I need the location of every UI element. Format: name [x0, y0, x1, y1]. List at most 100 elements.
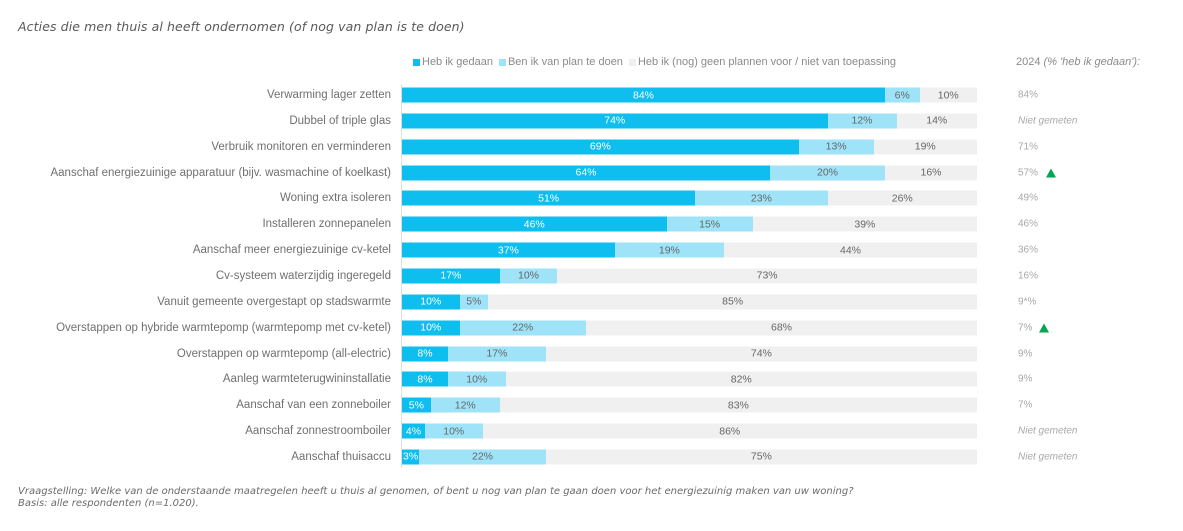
category-label: Overstappen op hybride warmtepomp (warmt…: [56, 321, 391, 334]
data-label: 17%: [440, 269, 462, 282]
category-label: Aanschaf energiezuinige apparatuur (bijv…: [50, 166, 391, 179]
legend-label-plan: Ben ik van plan te doen: [507, 56, 623, 68]
data-label: 46%: [523, 218, 545, 231]
bar-segment-none: 44%: [724, 242, 977, 258]
data-label: 6%: [894, 89, 910, 101]
comparison-value: 84%: [1018, 89, 1039, 101]
bar-segment-plan: 5%: [459, 294, 489, 310]
data-label: 10%: [420, 321, 442, 334]
bar-segment-done: 3%: [402, 449, 420, 465]
category-label: Dubbel of triple glas: [289, 114, 391, 127]
category-label: Aanschaf van een zonneboiler: [236, 399, 391, 412]
comparison-value: 7%: [1018, 399, 1033, 411]
bar-segment-none: 73%: [557, 268, 977, 284]
bar-segment-plan: 12%: [430, 397, 500, 413]
category-label: Verwarming lager zetten: [266, 89, 391, 101]
comparison-header: 2024 (% 'heb ik gedaan'):: [1016, 56, 1140, 68]
data-label: 20%: [816, 166, 838, 179]
data-label: 10%: [420, 295, 442, 308]
legend-swatch-none: [628, 58, 636, 66]
bar-segment-none: 19%: [873, 139, 977, 155]
data-label: 3%: [403, 450, 419, 463]
data-label: 51%: [538, 192, 560, 205]
bar-segment-done: 8%: [402, 346, 448, 361]
comparison-header-year: 2024: [1016, 56, 1041, 68]
bar-segment-plan: 17%: [448, 346, 546, 361]
legend-item-done: Heb ik gedaan: [413, 56, 493, 68]
data-label: 82%: [730, 373, 752, 386]
data-label: 8%: [417, 347, 433, 360]
bar-segment-plan: 19%: [614, 242, 724, 258]
comparison-value: 49%: [1018, 192, 1039, 204]
comparison-value: 9*%: [1018, 296, 1037, 308]
bar-segment-plan: 10%: [448, 371, 506, 387]
comparison-value: Niet gemeten: [1018, 451, 1078, 463]
data-label: 84%: [632, 89, 654, 101]
category-label: Aanschaf meer energiezuinige cv-ketel: [192, 244, 391, 257]
category-label: Aanschaf thuisaccu: [291, 450, 391, 463]
data-label: 17%: [486, 347, 508, 360]
data-label: 19%: [914, 140, 936, 153]
comparison-value: 9%: [1018, 348, 1033, 359]
bar-segment-plan: 15%: [666, 216, 753, 232]
bar-segment-done: 8%: [402, 371, 448, 387]
data-label: 12%: [454, 399, 476, 412]
legend-label-done: Heb ik gedaan: [422, 56, 493, 68]
bar-segment-done: 51%: [402, 190, 696, 206]
bar-segment-plan: 23%: [695, 190, 828, 206]
footnote-question: Vraagstelling: Welke van de onderstaande…: [18, 486, 854, 497]
data-label: 64%: [575, 166, 597, 179]
bar-segment-none: 74%: [545, 346, 977, 361]
data-label: 10%: [466, 373, 488, 386]
category-label: Aanleg warmteterugwininstallatie: [222, 373, 391, 386]
data-label: 12%: [851, 114, 873, 127]
data-label: 22%: [512, 321, 534, 334]
comparison-value: Niet gemeten: [1018, 115, 1078, 127]
legend-item-none: Heb ik (nog) geen plannen voor / niet va…: [628, 56, 896, 68]
bar-segment-done: 46%: [402, 216, 667, 232]
data-label: 15%: [699, 218, 721, 231]
data-label: 10%: [443, 425, 465, 438]
comparison-value: Niet gemeten: [1018, 425, 1078, 437]
comparison-header-note: (% 'heb ik gedaan'):: [1043, 56, 1141, 68]
bar-segment-none: 86%: [482, 423, 977, 439]
data-label: 19%: [658, 244, 680, 257]
data-label: 5%: [466, 295, 482, 308]
data-label: 74%: [750, 347, 772, 360]
category-label: Installeren zonnepanelen: [262, 218, 391, 231]
bar-segment-done: 17%: [402, 268, 500, 284]
up-triangle-icon: [1046, 168, 1056, 178]
bar-segment-done: 69%: [402, 139, 799, 155]
category-label: Overstappen op warmtepomp (all-electric): [176, 347, 391, 360]
legend-item-plan: Ben ik van plan te doen: [498, 56, 623, 68]
data-label: 83%: [727, 399, 749, 412]
legend-label-none: Heb ik (nog) geen plannen voor / niet va…: [637, 56, 896, 68]
bar-segment-none: 85%: [488, 294, 977, 310]
data-label: 26%: [891, 192, 913, 205]
bar-segment-done: 10%: [402, 320, 460, 336]
data-label: 8%: [417, 373, 433, 386]
comparison-value: 9%: [1018, 373, 1033, 385]
data-label: 5%: [408, 399, 424, 412]
chart-title: Acties die men thuis al heeft ondernomen…: [18, 19, 465, 34]
data-label: 37%: [497, 244, 519, 257]
bar-segment-plan: 10%: [499, 268, 558, 284]
data-label: 85%: [722, 295, 744, 308]
bar-segment-plan: 10%: [425, 423, 483, 439]
category-label: Aanschaf zonnestroomboiler: [245, 425, 391, 438]
data-label: 13%: [825, 140, 847, 153]
footnote-basis: Basis: alle respondenten (n=1.020).: [18, 498, 199, 509]
up-triangle-icon: [1039, 323, 1049, 333]
bar-segment-plan: 22%: [419, 449, 546, 465]
category-label: Cv-systeem waterzijdig ingeregeld: [215, 269, 391, 282]
data-label: 69%: [589, 140, 611, 153]
comparison-value: 7%: [1018, 322, 1033, 334]
data-label: 4%: [405, 425, 422, 438]
bar-segment-plan: 22%: [459, 320, 586, 336]
bar-segment-none: 14%: [896, 113, 977, 129]
comparison-value: 16%: [1018, 270, 1039, 282]
bar-segment-done: 84%: [402, 87, 885, 103]
comparison-value: 71%: [1018, 141, 1039, 153]
bar-segment-none: 82%: [505, 371, 977, 387]
comparison-value: 57%: [1018, 167, 1039, 179]
